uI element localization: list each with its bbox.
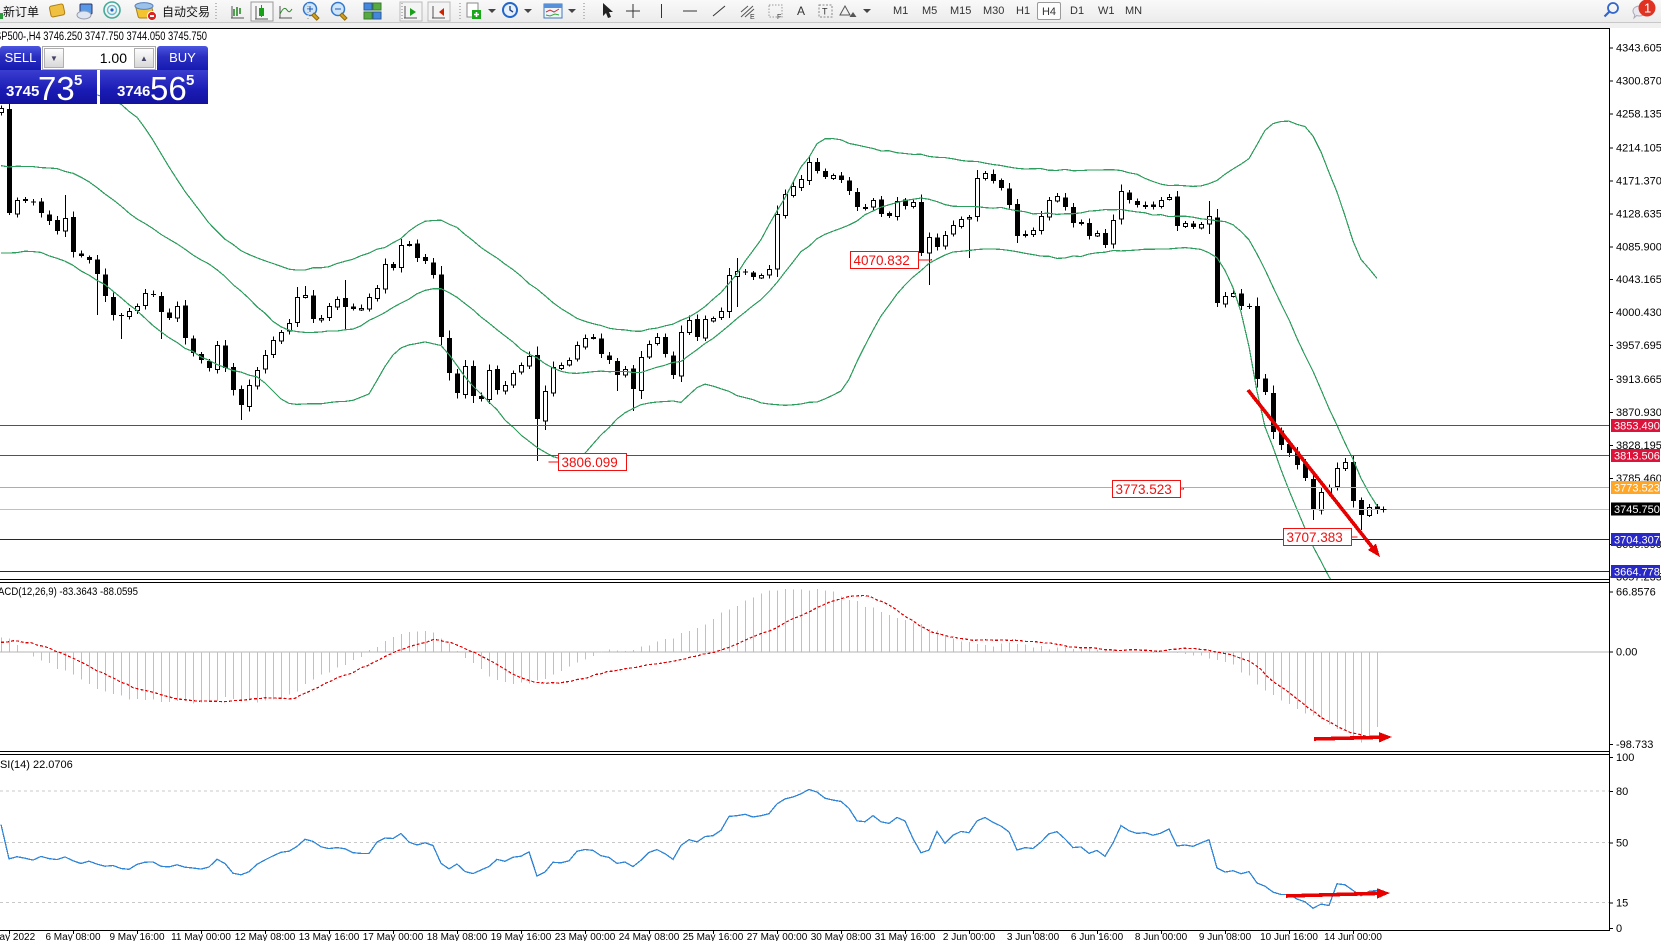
svg-text:25 May 16:00: 25 May 16:00 xyxy=(683,932,744,941)
svg-text:4043.165: 4043.165 xyxy=(1616,274,1661,286)
svg-text:14 Jun 00:00: 14 Jun 00:00 xyxy=(1324,932,1382,941)
svg-text:4000.430: 4000.430 xyxy=(1616,307,1661,319)
svg-text:3957.695: 3957.695 xyxy=(1616,340,1661,352)
svg-text:3704.307: 3704.307 xyxy=(1614,535,1660,547)
svg-text:6 Jun 16:00: 6 Jun 16:00 xyxy=(1071,932,1124,941)
svg-text:27 May 00:00: 27 May 00:00 xyxy=(747,932,808,941)
svg-text:100: 100 xyxy=(1616,752,1634,764)
svg-text:3806.099: 3806.099 xyxy=(562,455,618,470)
svg-text:3745.750: 3745.750 xyxy=(1614,504,1660,516)
svg-text:9 Jun 08:00: 9 Jun 08:00 xyxy=(1199,932,1252,941)
svg-text:RSI(14) 22.0706: RSI(14) 22.0706 xyxy=(0,759,73,771)
svg-text:4085.900: 4085.900 xyxy=(1616,241,1661,253)
svg-text:66.8576: 66.8576 xyxy=(1616,587,1656,599)
svg-text:24 May 08:00: 24 May 08:00 xyxy=(619,932,680,941)
svg-text:6 May 08:00: 6 May 08:00 xyxy=(45,932,100,941)
svg-text:3773.523: 3773.523 xyxy=(1614,483,1660,495)
svg-text:3870.930: 3870.930 xyxy=(1616,407,1661,419)
svg-text:13 May 16:00: 13 May 16:00 xyxy=(299,932,360,941)
svg-text:0.00: 0.00 xyxy=(1616,647,1637,659)
svg-text:0: 0 xyxy=(1616,923,1622,935)
svg-text:4128.635: 4128.635 xyxy=(1616,208,1661,220)
svg-text:30 May 08:00: 30 May 08:00 xyxy=(811,932,872,941)
svg-text:4171.370: 4171.370 xyxy=(1616,175,1661,187)
svg-text:19 May 16:00: 19 May 16:00 xyxy=(491,932,552,941)
svg-text:9 May 16:00: 9 May 16:00 xyxy=(109,932,164,941)
svg-text:3664.778: 3664.778 xyxy=(1614,567,1660,579)
svg-text:3913.665: 3913.665 xyxy=(1616,374,1661,386)
svg-text:3707.383: 3707.383 xyxy=(1287,530,1343,545)
svg-text:自动交易: 自动交易 xyxy=(162,4,210,19)
svg-text:T: T xyxy=(822,7,828,17)
svg-text:12 May 08:00: 12 May 08:00 xyxy=(235,932,296,941)
svg-text:3773.523: 3773.523 xyxy=(1116,482,1172,497)
svg-text:50: 50 xyxy=(1616,838,1628,850)
svg-text:4258.135: 4258.135 xyxy=(1616,109,1661,121)
svg-text:4070.832: 4070.832 xyxy=(854,253,910,268)
svg-text:15: 15 xyxy=(1616,897,1628,909)
svg-text:18 May 08:00: 18 May 08:00 xyxy=(427,932,488,941)
svg-text:31 May 16:00: 31 May 16:00 xyxy=(875,932,936,941)
svg-text:8 Jun 00:00: 8 Jun 00:00 xyxy=(1135,932,1188,941)
svg-text:F: F xyxy=(777,14,781,21)
svg-text:80: 80 xyxy=(1616,786,1628,798)
svg-text:E: E xyxy=(750,14,755,21)
svg-text:MACD(12,26,9) -83.3643 -88.059: MACD(12,26,9) -83.3643 -88.0595 xyxy=(0,586,138,598)
svg-text:10 Jun 16:00: 10 Jun 16:00 xyxy=(1260,932,1318,941)
svg-text:4343.605: 4343.605 xyxy=(1616,43,1661,55)
svg-text:4214.105: 4214.105 xyxy=(1616,142,1661,154)
svg-text:3813.506: 3813.506 xyxy=(1614,451,1660,463)
svg-text:-98.733: -98.733 xyxy=(1616,739,1653,751)
svg-text:4300.870: 4300.870 xyxy=(1616,76,1661,88)
svg-text:11 May 00:00: 11 May 00:00 xyxy=(171,932,231,941)
svg-text:3 Jun 08:00: 3 Jun 08:00 xyxy=(1007,932,1060,941)
svg-text:1: 1 xyxy=(1644,1,1651,16)
svg-text:23 May 00:00: 23 May 00:00 xyxy=(555,932,616,941)
svg-text:2 Jun 00:00: 2 Jun 00:00 xyxy=(943,932,996,941)
svg-text:SP500-,H4 3746.250 3747.750 3: SP500-,H4 3746.250 3747.750 3744.050 374… xyxy=(0,31,207,43)
svg-text:5 May 2022: 5 May 2022 xyxy=(0,932,36,941)
svg-text:17 May 00:00: 17 May 00:00 xyxy=(363,932,424,941)
svg-text:A: A xyxy=(797,4,805,18)
svg-text:3853.490: 3853.490 xyxy=(1614,421,1660,433)
